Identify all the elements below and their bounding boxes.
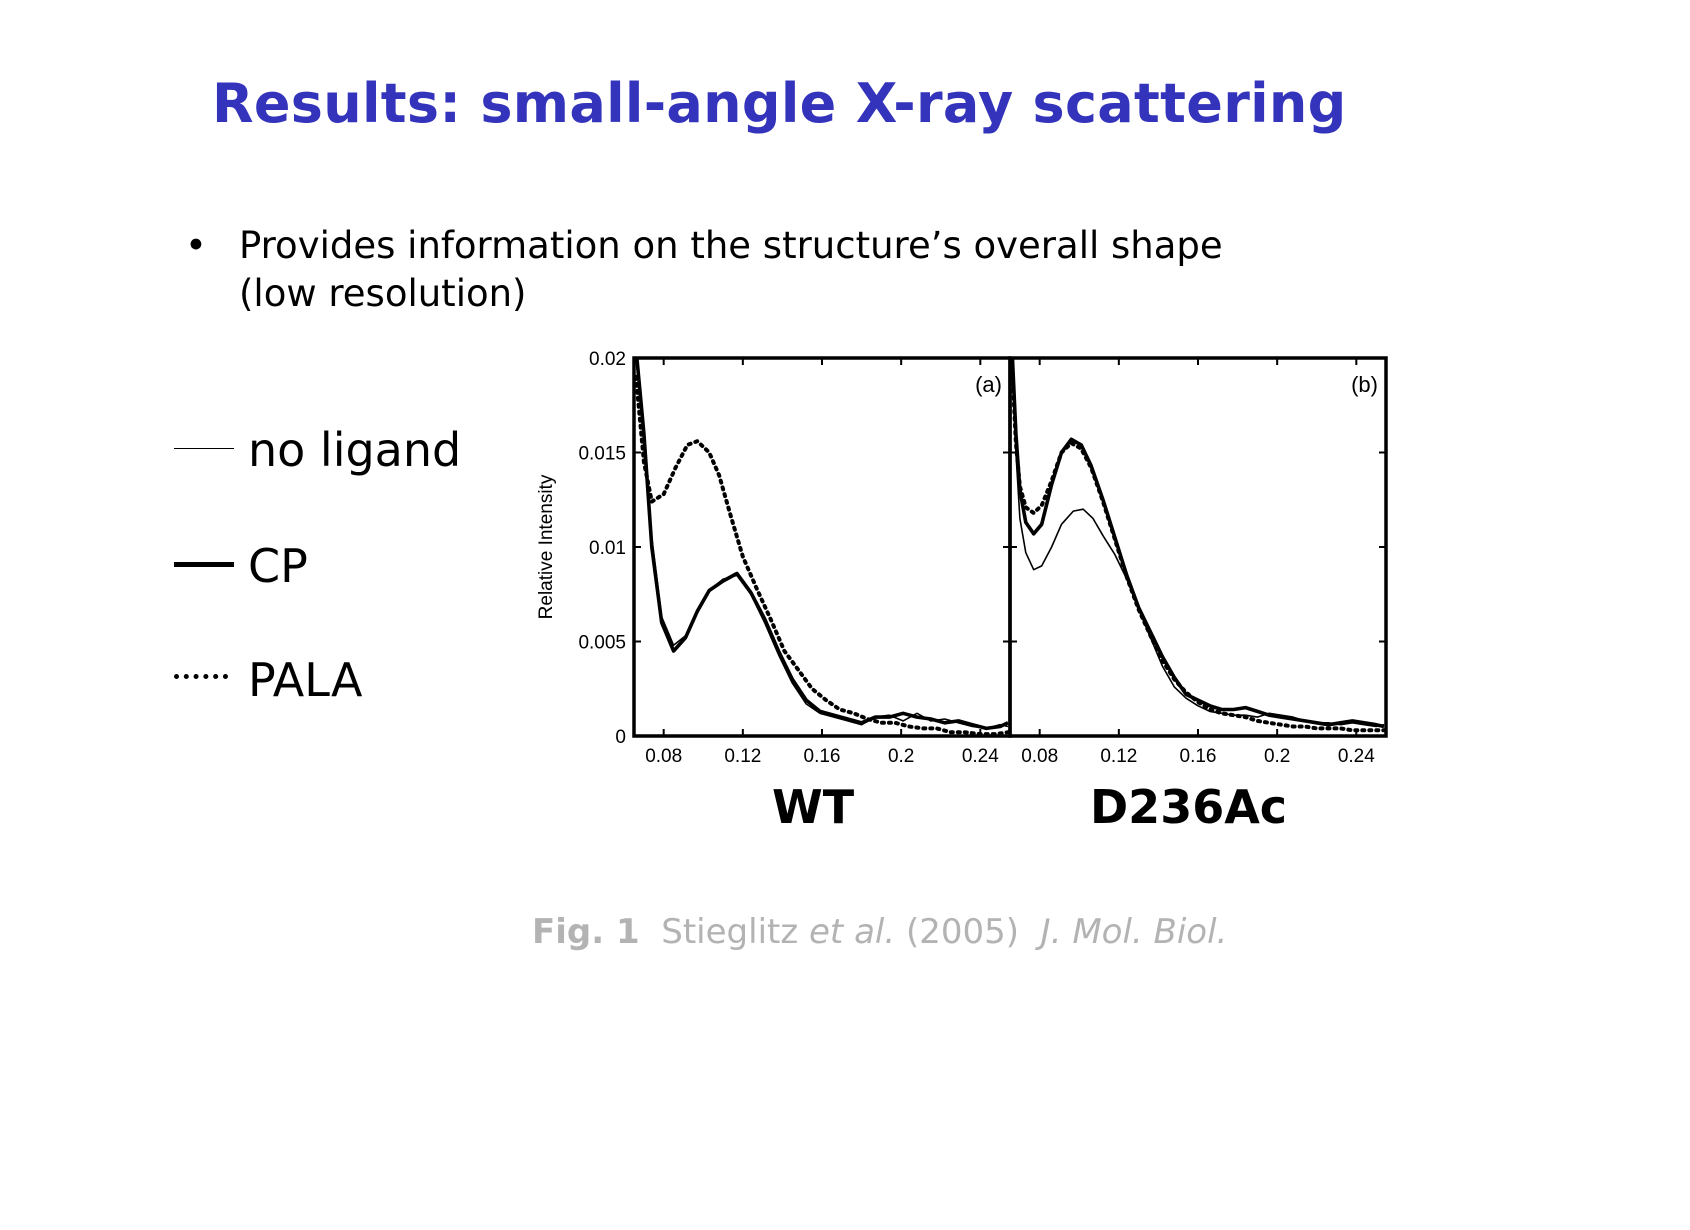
caption-etal: et al. [809, 912, 896, 952]
x-tick-label: 0.08 [645, 746, 682, 767]
x-tick-label: 0.12 [1100, 746, 1137, 767]
panel-label-d236ac: D236Ac [1090, 780, 1288, 834]
panel-tag: (b) [1351, 372, 1378, 397]
plot-frame [632, 356, 1012, 738]
caption-year: (2005) [905, 912, 1020, 952]
x-tick-label: 0.16 [1180, 746, 1217, 767]
series-line-dotted [634, 374, 1010, 736]
caption-authors: Stieglitz [661, 912, 799, 952]
series-line-thick [635, 358, 1009, 731]
slide-title: Results: small-angle X-ray scattering [212, 72, 1347, 135]
legend-swatch-thick-line [174, 562, 234, 567]
x-tick-label: 0.24 [1338, 746, 1375, 767]
series-line-thick [1010, 358, 1385, 729]
caption-journal: J. Mol. Biol. [1040, 912, 1228, 952]
x-tick-label: 0.24 [962, 746, 999, 767]
legend-label: PALA [248, 653, 363, 707]
bullet-text-line-1: Provides information on the structure’s … [239, 224, 1223, 267]
legend-label: CP [248, 539, 308, 593]
panel-label-wt: WT [772, 780, 855, 834]
x-tick-label: 0.16 [804, 746, 841, 767]
bullet-marker: • [185, 224, 207, 267]
figure-caption: Fig. 1 Stieglitz et al. (2005) J. Mol. B… [532, 912, 1227, 952]
y-tick-label: 0.015 [578, 444, 626, 465]
x-tick-label: 0.2 [1264, 746, 1290, 767]
caption-fig-number: Fig. 1 [532, 912, 640, 952]
series-line-thin [636, 358, 1009, 730]
y-tick-label: 0 [615, 727, 626, 748]
bullet-text-line-2: (low resolution) [239, 272, 527, 315]
chart-panel-a: 0.08 0.12 0.16 0.2 0.24 0 0.005 0.01 0.015 0.02 Re… [536, 349, 1012, 767]
bullet-text: Provides information on the structure’s … [239, 222, 1389, 318]
x-tick-label: 0.2 [888, 746, 914, 767]
legend-swatch-thin-line [174, 448, 234, 449]
legend-swatch-dotted-line [174, 674, 228, 679]
x-tick-label: 0.08 [1021, 746, 1058, 767]
chart-panel-b: 0.08 0.12 0.16 0.2 0.24 (b) [1008, 356, 1388, 767]
x-tick-label: 0.12 [724, 746, 761, 767]
y-axis-label: Relative Intensity [536, 474, 557, 619]
legend-label: no ligand [248, 423, 462, 477]
y-tick-label: 0.005 [578, 633, 626, 654]
plot-frame [1008, 356, 1388, 738]
series-line-thin [1011, 361, 1385, 728]
y-tick-label: 0.01 [589, 538, 626, 559]
y-tick-label: 0.02 [589, 349, 626, 370]
series-line-dotted [1010, 359, 1386, 733]
panel-tag: (a) [975, 372, 1002, 397]
